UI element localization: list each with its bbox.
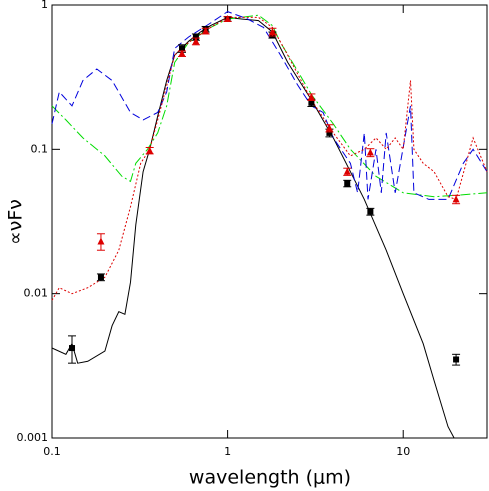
data-point bbox=[325, 124, 333, 132]
data-point bbox=[179, 45, 186, 52]
x-tick-label: 0.1 bbox=[43, 445, 61, 458]
data-point bbox=[192, 34, 199, 41]
x-tick-label: 1 bbox=[224, 445, 231, 458]
data-point bbox=[224, 14, 232, 22]
model-line bbox=[51, 11, 488, 200]
data-point bbox=[192, 37, 200, 45]
y-tick-label: 0.01 bbox=[24, 287, 49, 300]
y-axis-label: ∝νFν bbox=[5, 199, 27, 245]
x-axis-label: wavelength (μm) bbox=[189, 467, 351, 489]
data-point bbox=[308, 99, 315, 106]
data-point bbox=[178, 49, 186, 57]
model-line bbox=[51, 16, 488, 301]
data-point bbox=[69, 345, 76, 352]
data-point bbox=[326, 129, 333, 136]
data-point bbox=[344, 180, 351, 187]
data-point bbox=[343, 167, 351, 175]
data-point bbox=[97, 237, 105, 245]
x-tick-label: 10 bbox=[396, 445, 410, 458]
data-point bbox=[97, 274, 104, 281]
data-point bbox=[146, 146, 154, 154]
data-point bbox=[453, 356, 460, 363]
model-line bbox=[51, 14, 488, 198]
data-point bbox=[202, 27, 210, 35]
y-tick-label: 1 bbox=[41, 0, 48, 11]
model-line bbox=[51, 16, 455, 439]
data-point bbox=[366, 148, 374, 156]
y-tick-label: 0.1 bbox=[31, 142, 49, 155]
y-tick-label: 0.001 bbox=[17, 431, 49, 444]
plot-frame bbox=[51, 4, 488, 439]
data-point bbox=[307, 93, 315, 101]
data-point bbox=[268, 28, 276, 36]
data-point bbox=[367, 208, 374, 215]
data-point bbox=[452, 195, 460, 203]
